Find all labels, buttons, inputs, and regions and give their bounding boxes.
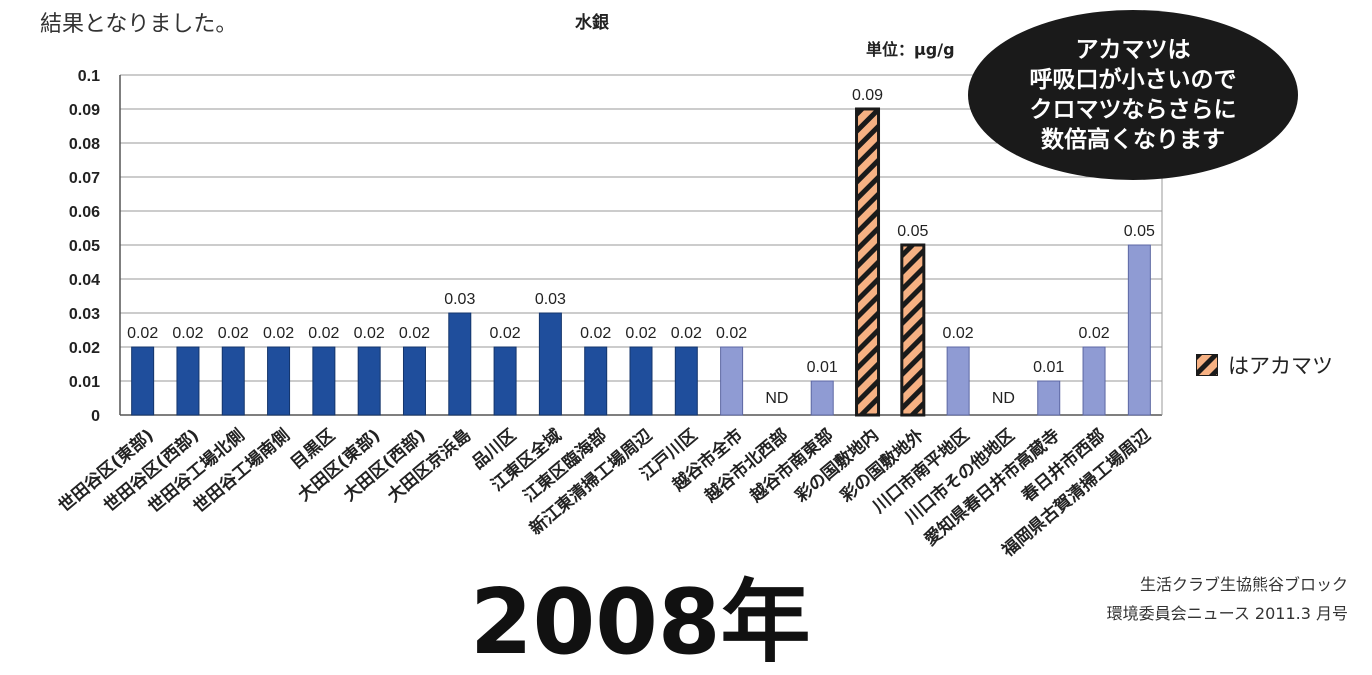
unit-label: 単位：μg/g [866,40,955,59]
bar [1037,380,1061,416]
y-tick-label: 0.03 [69,306,100,323]
bubble-line: クロマツならさらに [1029,97,1237,123]
y-tick-label: 0.05 [69,238,100,255]
bubble-line: アカマツは [1075,37,1191,63]
bar [221,346,245,416]
credit-newsletter: 環境委員会ニュース 2011.3 月号 [1106,604,1348,623]
bar [1127,244,1151,416]
bubble-line: 数倍高くなります [1041,127,1225,153]
mercury-bar-chart: 0.02 0.02 0.02 0.02 0.02 0.02 0.02 0.03 0.02 0.03… [54,68,1163,562]
data-label: 0.03 [444,291,475,308]
bar [720,346,744,416]
y-tick-label: 0.06 [69,204,100,221]
bar [674,346,698,416]
y-tick-labels: 0 0.01 0.02 0.03 0.04 0.05 0.06 0.07 0.08 0.09 0.1 [69,68,100,425]
bar [900,243,926,417]
data-label: 0.02 [1078,325,1109,342]
data-label: 0.02 [580,325,611,342]
y-tick-label: 0 [91,408,100,425]
chart-title: 水銀 [575,13,609,33]
akamatsu-legend-swatch [1196,354,1218,376]
data-label: 0.03 [535,291,566,308]
bar [538,312,562,416]
data-label: 0.02 [943,325,974,342]
year-heading: 2008年 [470,570,811,675]
data-label: 0.02 [490,325,521,342]
data-label: 0.02 [354,325,385,342]
y-tick-label: 0.04 [69,272,100,289]
data-label: 0.02 [308,325,339,342]
bar [946,346,970,416]
data-label: 0.02 [399,325,430,342]
data-label: 0.02 [716,325,747,342]
data-label: ND [765,390,788,407]
bar [493,346,517,416]
data-label: ND [992,390,1015,407]
data-label: 0.05 [897,223,928,240]
y-tick-label: 0.01 [69,374,100,391]
y-tick-label: 0.1 [78,68,100,85]
x-tick-labels: 世田谷区(東部)世田谷区(西部)世田谷工場北側世田谷工場南側目黒区大田区(東部)… [54,425,1154,562]
y-tick-label: 0.08 [69,136,100,153]
bar [448,312,472,416]
intro-text: 結果となりました。 [40,12,238,37]
bar [131,346,155,416]
bar [357,346,381,416]
bars [131,107,1151,417]
bar [267,346,291,416]
data-label: 0.02 [625,325,656,342]
bar [312,346,336,416]
akamatsu-speech-bubble: アカマツは 呼吸口が小さいので クロマツならさらに 数倍高くなります [968,10,1298,180]
y-tick-label: 0.02 [69,340,100,357]
bubble-line: 呼吸口が小さいので [1029,67,1237,93]
data-label: 0.01 [807,359,838,376]
bar [176,346,200,416]
bar [402,346,426,416]
data-label: 0.01 [1033,359,1064,376]
data-label: 0.02 [671,325,702,342]
data-label: 0.09 [852,87,883,104]
data-label: 0.02 [172,325,203,342]
bar [855,107,881,417]
data-label: 0.02 [263,325,294,342]
credit-organization: 生活クラブ生協熊谷ブロック [1139,575,1348,594]
y-tick-label: 0.09 [69,102,100,119]
data-label: 0.02 [218,325,249,342]
y-tick-label: 0.07 [69,170,100,187]
bar [1082,346,1106,416]
bar [810,380,834,416]
data-label: 0.05 [1124,223,1155,240]
bar [584,346,608,416]
legend-label: はアカマツ [1228,354,1333,378]
data-labels: 0.02 0.02 0.02 0.02 0.02 0.02 0.02 0.03 0.02 0.03… [127,87,1155,407]
data-label: 0.02 [127,325,158,342]
grid-lines [120,74,1162,382]
bar [629,346,653,416]
legend: はアカマツ [1196,350,1333,380]
